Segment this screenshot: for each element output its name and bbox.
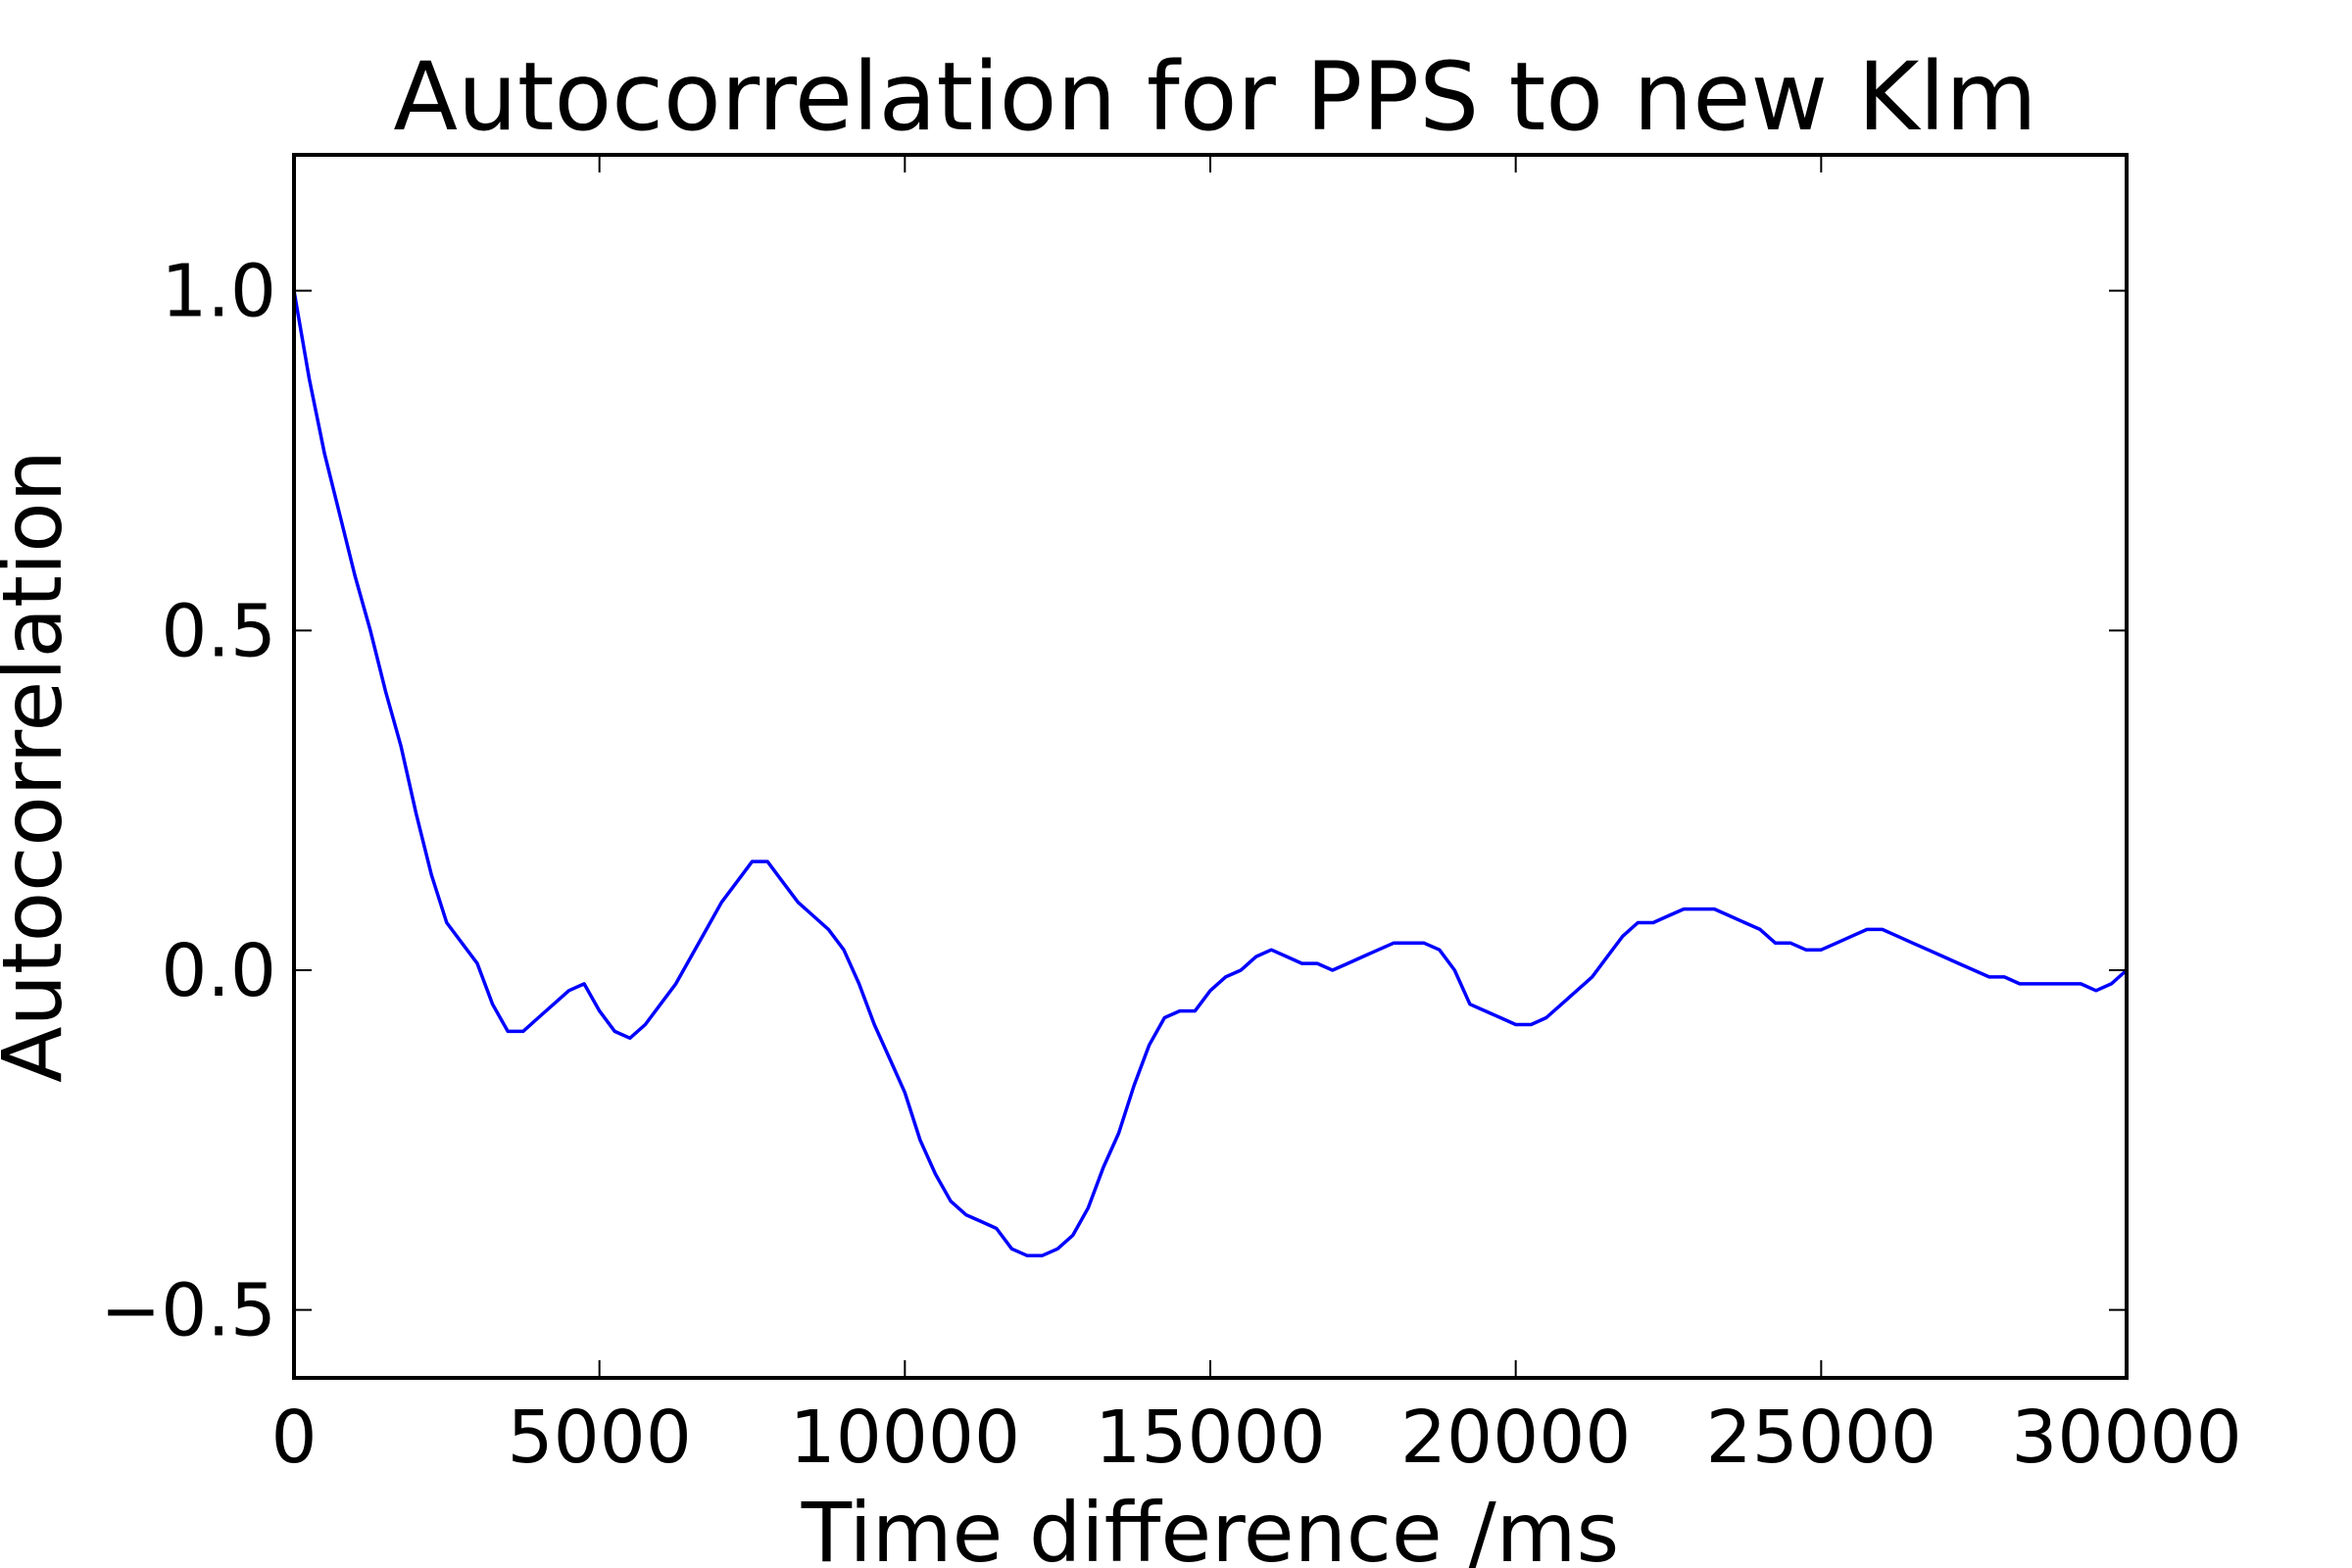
axis-ticks: 0 5000 10000 15000 20000 25000 30000 −0.5 0.0 0.5… — [100, 155, 2242, 1480]
x-tick-label: 30000 — [2011, 1396, 2241, 1480]
x-axis-label: Time difference /ms — [801, 1485, 1620, 1568]
y-tick-label: 1.0 — [161, 250, 276, 334]
chart-title: Autocorrelation for PPS to new Klm — [393, 42, 2036, 152]
series-line-0 — [292, 288, 2129, 1257]
y-tick-label: −0.5 — [100, 1269, 276, 1353]
x-tick-label: 15000 — [1095, 1396, 1325, 1480]
x-tick-label: 25000 — [1706, 1396, 1936, 1480]
x-tick-label: 5000 — [508, 1396, 692, 1480]
y-tick-label: 0.0 — [161, 929, 276, 1013]
plot-frame — [292, 153, 2129, 1380]
x-tick-label: 10000 — [790, 1396, 1020, 1480]
x-tick-label: 0 — [270, 1396, 317, 1480]
x-tick-label: 20000 — [1400, 1396, 1631, 1480]
y-axis-label: Autocorrelation — [0, 450, 80, 1083]
plot-area — [292, 288, 2129, 1257]
y-tick-label: 0.5 — [161, 589, 276, 673]
